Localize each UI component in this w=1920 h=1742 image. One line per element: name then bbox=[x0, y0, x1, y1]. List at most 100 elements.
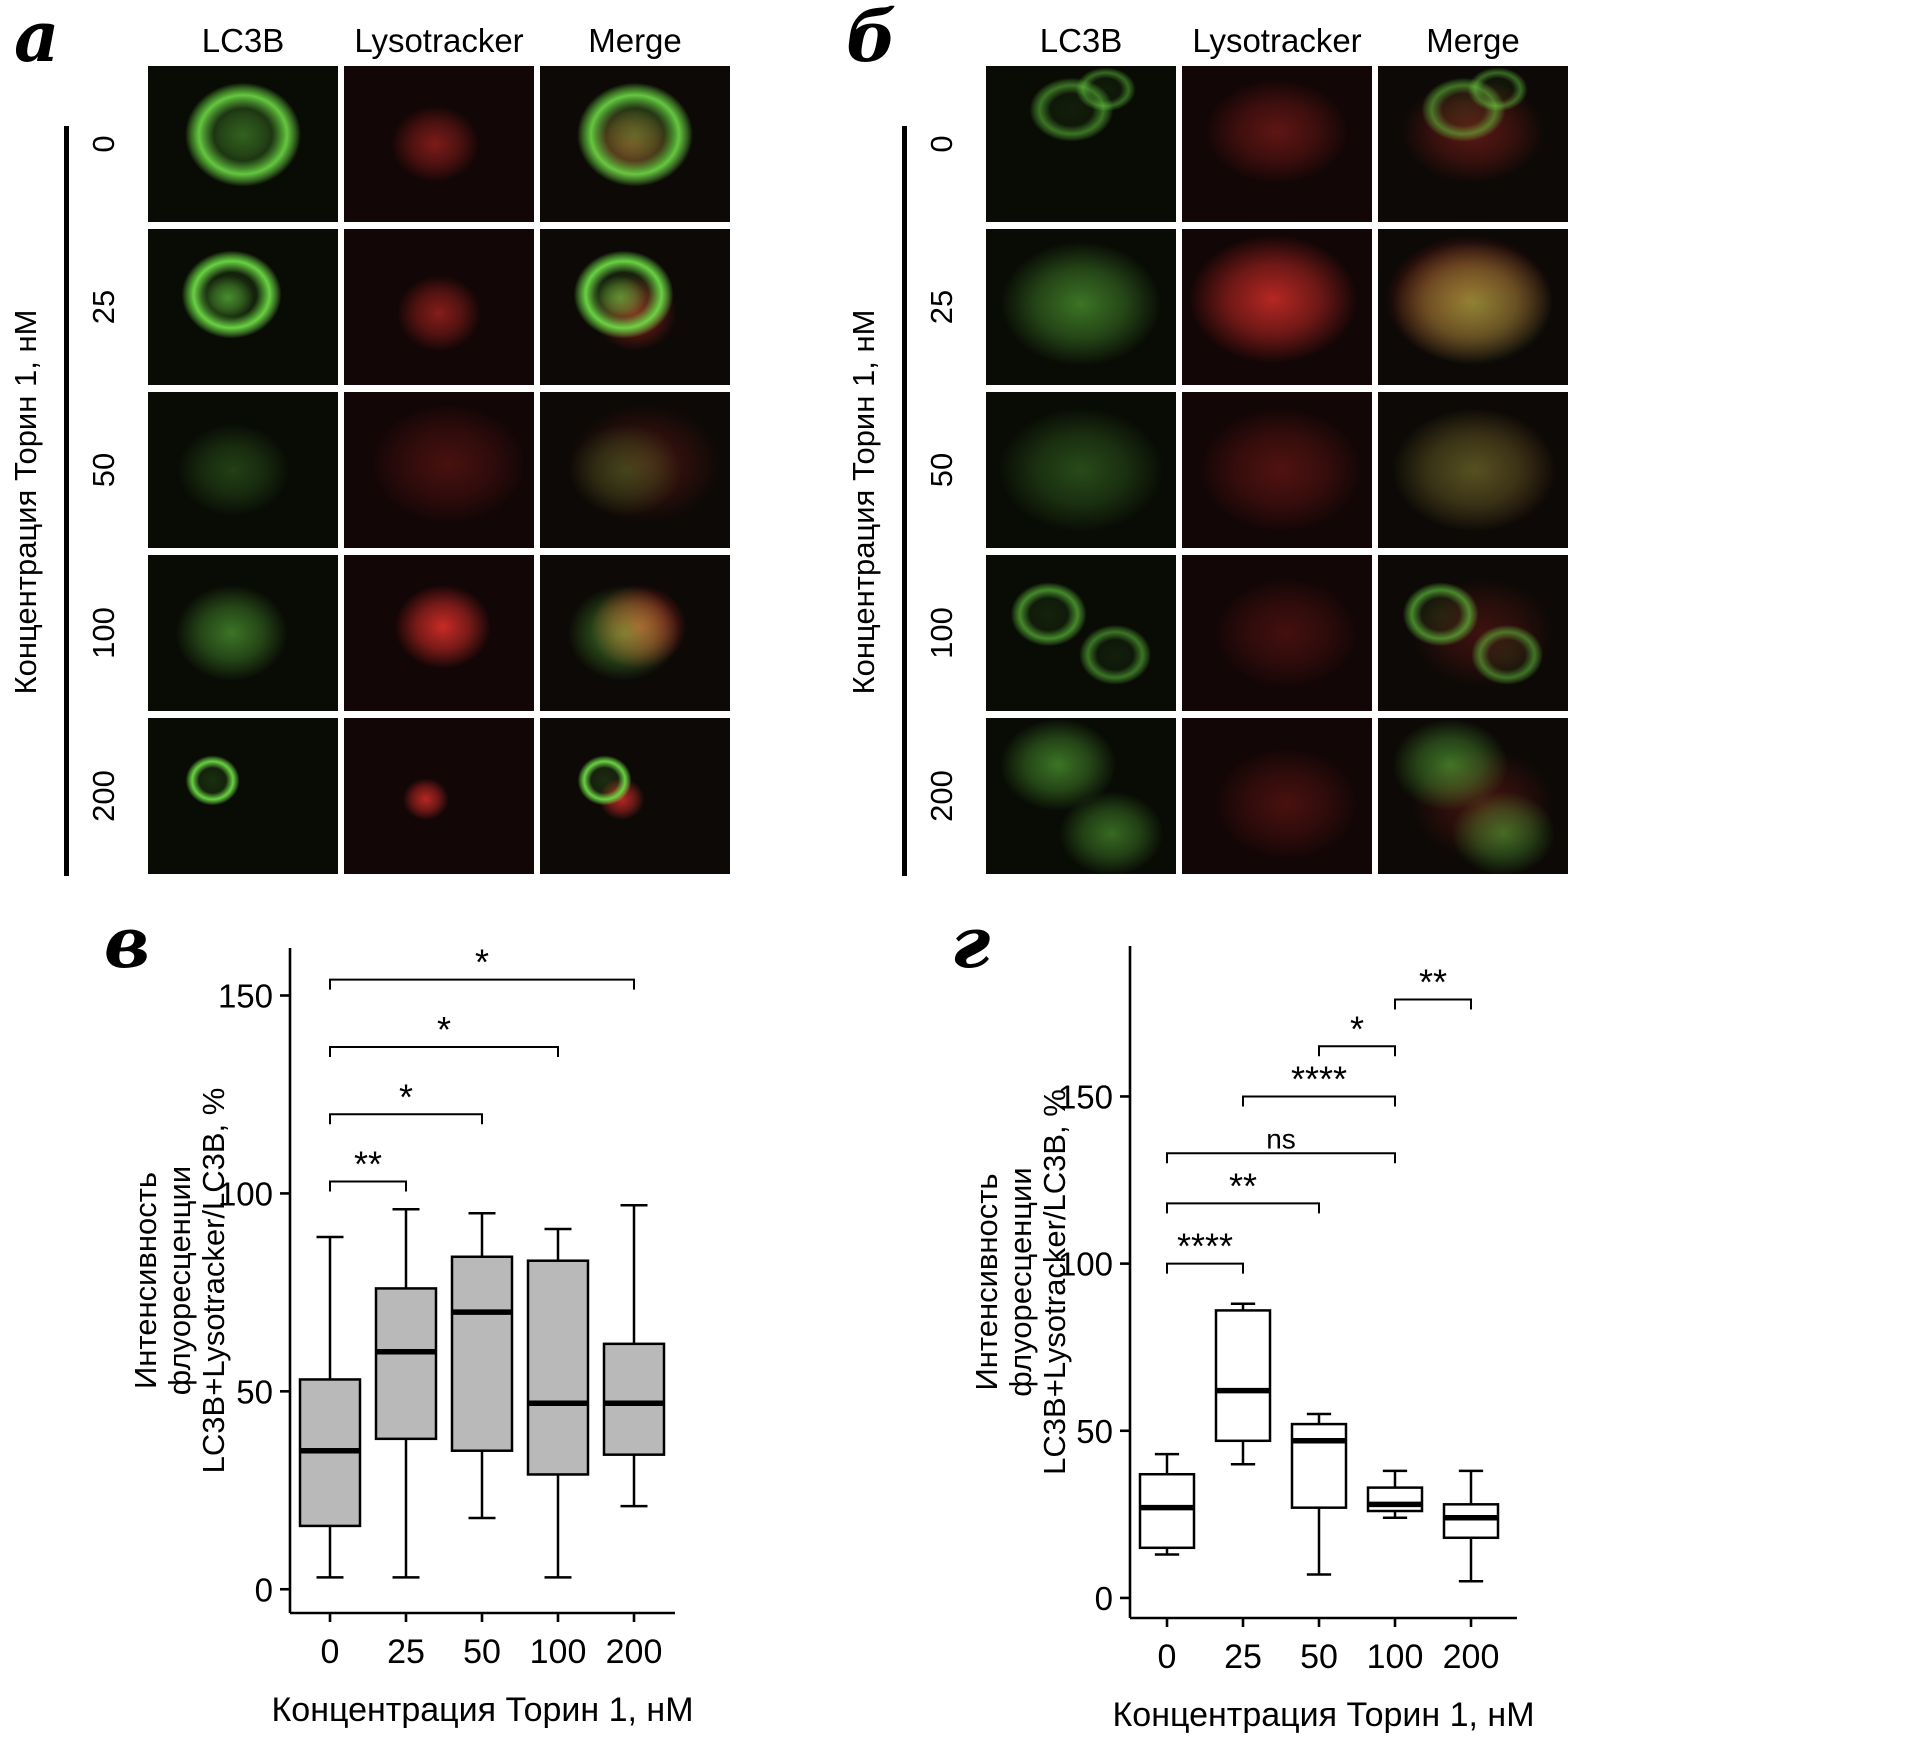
micro-image-a-200nm-lysotracker bbox=[344, 718, 534, 874]
micro-image-b-100nm-lc3b bbox=[986, 555, 1176, 711]
micro-image-a-50nm-lysotracker bbox=[344, 392, 534, 548]
x-axis-title: Концентрация Торин 1, нМ bbox=[1112, 1696, 1534, 1734]
x-tick-label: 100 bbox=[1367, 1638, 1424, 1676]
panel-b-axis-title: Концентрация Торин 1, нМ bbox=[846, 309, 881, 695]
row-label-0nm: 0 bbox=[86, 135, 121, 153]
y-tick-label: 150 bbox=[218, 978, 273, 1015]
row-label-50nm: 50 bbox=[924, 452, 959, 488]
axes bbox=[1120, 946, 1517, 1620]
x-tick-label: 50 bbox=[463, 1633, 501, 1671]
micro-image-b-0nm-lysotracker bbox=[1182, 66, 1372, 222]
significance-label: **** bbox=[1291, 1058, 1347, 1099]
significance-label: ** bbox=[1229, 1165, 1257, 1206]
box-50nm bbox=[1290, 1412, 1348, 1576]
box-100nm bbox=[1366, 1469, 1424, 1519]
micro-image-b-100nm-lysotracker bbox=[1182, 555, 1372, 711]
micro-image-b-0nm-merge bbox=[1378, 66, 1568, 222]
significance-label: ** bbox=[354, 1144, 382, 1185]
x-tick-label: 25 bbox=[1224, 1638, 1262, 1676]
micro-image-b-50nm-lysotracker bbox=[1182, 392, 1372, 548]
row-label-200nm: 200 bbox=[86, 770, 121, 822]
y-axis-title-line: флуоресценции bbox=[162, 1166, 197, 1395]
micro-image-a-25nm-merge bbox=[540, 229, 730, 385]
micro-image-a-100nm-merge bbox=[540, 555, 730, 711]
y-axis-title-line: LC3B+Lysotracker/LC3B, % bbox=[1037, 1089, 1072, 1475]
significance-bracket-0-vs-50: ** bbox=[1166, 1165, 1320, 1214]
x-tick-label: 200 bbox=[606, 1633, 663, 1671]
significance-label: **** bbox=[1177, 1226, 1233, 1267]
micro-image-a-200nm-merge bbox=[540, 718, 730, 874]
panel-a: а LC3B Lysotracker Merge Концентрация Тори… bbox=[0, 0, 790, 890]
x-tick-label: 50 bbox=[1300, 1638, 1338, 1676]
significance-bracket-100-vs-200: ** bbox=[1394, 961, 1472, 1010]
y-axis-title-line: LC3B+Lysotracker/LC3B, % bbox=[196, 1088, 231, 1474]
box-25nm bbox=[374, 1208, 438, 1579]
y-tick-label: 150 bbox=[1058, 1078, 1113, 1115]
significance-bracket-0-vs-25: ** bbox=[329, 1144, 407, 1192]
significance-label: * bbox=[475, 942, 489, 983]
micro-image-b-100nm-merge bbox=[1378, 555, 1568, 711]
x-tick-label: 0 bbox=[1158, 1638, 1177, 1676]
micro-image-b-0nm-lc3b bbox=[986, 66, 1176, 222]
micro-image-a-200nm-lc3b bbox=[148, 718, 338, 874]
significance-bracket-0-vs-50: * bbox=[329, 1076, 483, 1125]
box-100nm bbox=[526, 1227, 590, 1579]
y-tick-label: 0 bbox=[255, 1571, 273, 1608]
panel-v-label: в bbox=[104, 901, 150, 984]
micro-image-b-200nm-lc3b bbox=[986, 718, 1176, 874]
x-tick-label: 200 bbox=[1443, 1638, 1500, 1676]
panel-g-label: г bbox=[951, 901, 991, 984]
row-label-0nm: 0 bbox=[924, 135, 959, 153]
micro-image-a-50nm-merge bbox=[540, 392, 730, 548]
panel-b: б LC3B Lysotracker Merge Концентрация Тори… bbox=[836, 0, 1626, 890]
significance-label: * bbox=[1350, 1008, 1364, 1049]
micro-image-b-25nm-merge bbox=[1378, 229, 1568, 385]
y-tick-label: 50 bbox=[1076, 1413, 1113, 1450]
panel-b-image-grid bbox=[986, 66, 1568, 874]
micro-image-a-100nm-lc3b bbox=[148, 555, 338, 711]
y-tick-label: 100 bbox=[1058, 1246, 1113, 1283]
significance-bracket-0-vs-100: * bbox=[329, 1009, 559, 1057]
box-200nm bbox=[1442, 1469, 1500, 1583]
x-tick-label: 0 bbox=[321, 1633, 340, 1671]
row-label-100nm: 100 bbox=[924, 607, 959, 659]
x-tick-label: 100 bbox=[530, 1633, 587, 1671]
panel-a-label: а bbox=[14, 0, 60, 78]
micro-image-b-25nm-lc3b bbox=[986, 229, 1176, 385]
micro-image-b-50nm-lc3b bbox=[986, 392, 1176, 548]
micro-image-b-50nm-merge bbox=[1378, 392, 1568, 548]
x-tick-label: 25 bbox=[387, 1633, 425, 1671]
panel-a-axis-line bbox=[64, 126, 69, 876]
significance-bracket-25-vs-100: **** bbox=[1242, 1058, 1396, 1107]
box-25nm bbox=[1214, 1302, 1272, 1466]
panel-a-image-grid bbox=[148, 66, 730, 874]
column-header-merge: Merge bbox=[1426, 22, 1520, 59]
y-axis-title-line: Интенсивность bbox=[969, 1173, 1004, 1390]
micro-image-b-200nm-merge bbox=[1378, 718, 1568, 874]
micro-image-a-0nm-lc3b bbox=[148, 66, 338, 222]
micro-image-b-25nm-lysotracker bbox=[1182, 229, 1372, 385]
x-axis-title: Концентрация Торин 1, нМ bbox=[271, 1691, 693, 1729]
panel-a-axis-title: Концентрация Торин 1, нМ bbox=[8, 309, 43, 695]
significance-label: * bbox=[399, 1076, 413, 1117]
y-axis-title-line: флуоресценции bbox=[1003, 1167, 1038, 1396]
panel-b-label: б bbox=[846, 0, 897, 78]
row-label-100nm: 100 bbox=[86, 607, 121, 659]
box-200nm bbox=[602, 1204, 666, 1508]
box-50nm bbox=[450, 1211, 514, 1520]
y-tick-label: 100 bbox=[218, 1175, 273, 1212]
significance-bracket-0-vs-200: * bbox=[329, 942, 635, 990]
row-label-200nm: 200 bbox=[924, 770, 959, 822]
box-0nm bbox=[298, 1235, 362, 1579]
micro-image-a-0nm-lysotracker bbox=[344, 66, 534, 222]
micro-image-a-50nm-lc3b bbox=[148, 392, 338, 548]
column-header-lc3b: LC3B bbox=[1039, 22, 1123, 59]
panel-b-axis-line bbox=[902, 126, 907, 876]
micro-image-a-25nm-lysotracker bbox=[344, 229, 534, 385]
micro-image-a-100nm-lysotracker bbox=[344, 555, 534, 711]
panel-v: в 0 50 100 150 0 25 50 100 200 ** * * * Концентрация … bbox=[60, 898, 750, 1738]
column-header-lysotracker: Lysotracker bbox=[354, 22, 524, 59]
